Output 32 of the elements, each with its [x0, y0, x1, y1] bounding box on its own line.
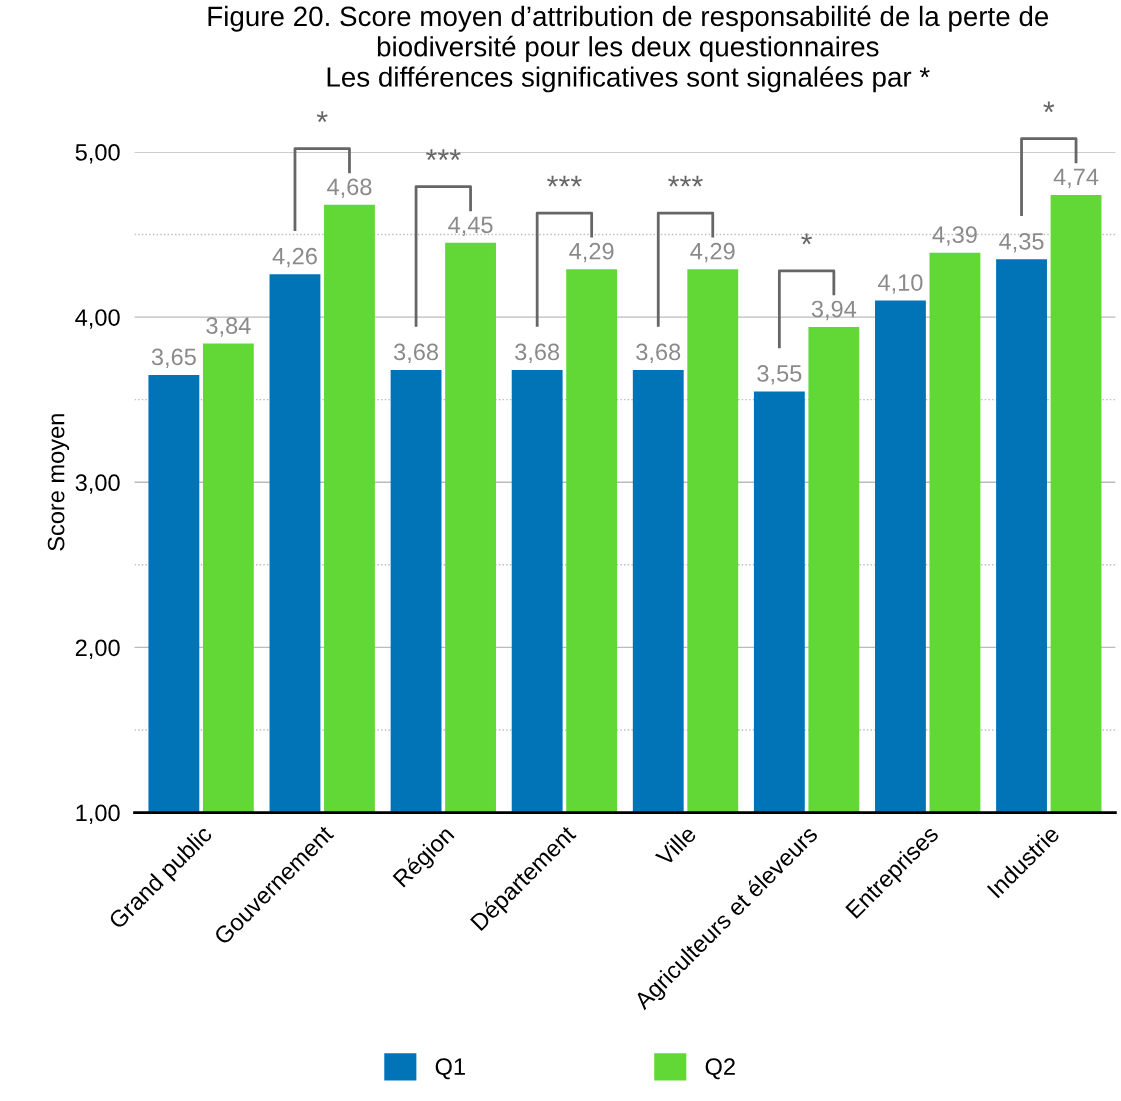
legend-label: Q1 — [435, 1058, 465, 1080]
x-tick-label: Ville — [654, 824, 698, 868]
data-label: 3,68 — [393, 343, 439, 364]
data-label: 3,68 — [636, 343, 681, 364]
annotation: * — [1043, 101, 1055, 113]
data-label: 3,68 — [515, 343, 560, 364]
data-label: 3,94 — [811, 300, 857, 321]
annotation: *** — [668, 175, 703, 187]
y-tick-label: 1,00 — [76, 804, 120, 825]
chart-title: Figure 20. Score moyen d’attribution de responsabilité de la perte de biodiversité pour les deux questionnaires Les différences significatives sont signalées par * — [208, 5, 1049, 93]
legend-label: Q2 — [705, 1058, 735, 1080]
data-label: 3,55 — [757, 365, 802, 385]
data-label: 4,45 — [448, 216, 493, 236]
data-label: 4,68 — [327, 178, 372, 198]
data-label: 4,29 — [569, 242, 614, 263]
data-label: 4,10 — [878, 274, 923, 294]
y-tick-label: 3,00 — [75, 474, 120, 494]
annotation: *** — [547, 175, 582, 187]
data-label: 4,35 — [999, 232, 1044, 253]
data-label: 4,39 — [932, 226, 977, 246]
data-label: 4,74 — [1053, 168, 1099, 189]
data-label: 4,26 — [272, 247, 317, 268]
annotation: * — [801, 233, 813, 245]
annotation: *** — [425, 149, 461, 161]
y-tick-label: 2,00 — [75, 639, 120, 659]
annotation: * — [316, 111, 328, 123]
data-label: 3,84 — [206, 317, 251, 337]
y-tick-label: 5,00 — [75, 144, 120, 164]
y-tick-label: 4,00 — [75, 309, 120, 329]
data-label: 4,29 — [690, 242, 735, 263]
data-label: 3,65 — [151, 348, 196, 369]
y-axis-title: Score moyen — [47, 414, 70, 551]
